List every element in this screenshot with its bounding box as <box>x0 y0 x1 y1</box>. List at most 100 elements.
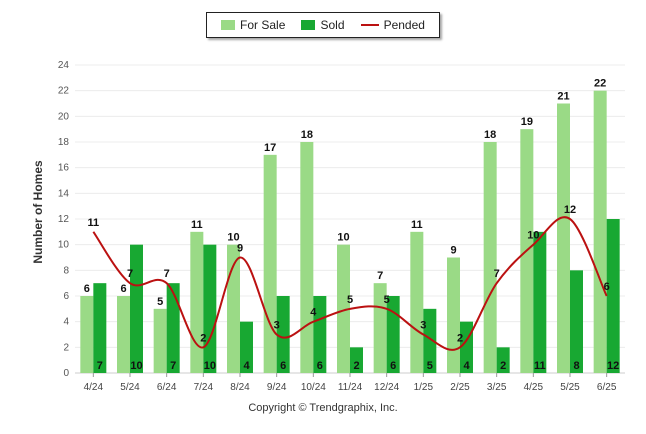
label-pended: 4 <box>310 307 317 319</box>
bar-for-sale <box>483 142 497 373</box>
y-axis-label: Number of Homes <box>31 160 45 264</box>
y-tick-label: 14 <box>58 188 70 199</box>
label-for-sale: 11 <box>191 219 203 231</box>
label-for-sale: 18 <box>484 129 496 141</box>
y-tick-label: 12 <box>58 214 70 225</box>
legend: For Sale Sold Pended <box>206 12 440 38</box>
bar-for-sale <box>227 244 240 373</box>
x-tick-label: 1/25 <box>414 382 434 393</box>
bar-for-sale <box>300 142 314 373</box>
x-tick-label: 8/24 <box>230 382 250 393</box>
label-sold: 7 <box>170 360 176 372</box>
label-sold: 5 <box>427 360 433 372</box>
x-tick-label: 10/24 <box>301 382 326 393</box>
bar-sold <box>276 296 290 373</box>
label-pended: 2 <box>200 332 206 344</box>
label-for-sale: 7 <box>377 270 383 282</box>
bar-for-sale <box>447 257 460 373</box>
bar-sold <box>166 283 180 373</box>
label-pended: 9 <box>237 243 243 255</box>
label-pended: 10 <box>527 230 539 242</box>
legend-label-pended: Pended <box>383 18 425 32</box>
label-sold: 2 <box>500 360 506 372</box>
y-tick-label: 6 <box>63 291 69 302</box>
label-pended: 2 <box>457 332 463 344</box>
label-pended: 12 <box>564 204 576 216</box>
x-tick-label: 4/24 <box>84 382 104 393</box>
y-tick-label: 8 <box>63 265 69 276</box>
x-tick-label: 4/25 <box>524 382 544 393</box>
legend-swatch-pended <box>360 24 379 26</box>
bars <box>80 90 620 374</box>
bar-for-sale <box>117 296 130 373</box>
bar-sold <box>130 244 143 373</box>
copyright-text: Copyright © Trendgraphix, Inc. <box>248 402 398 414</box>
y-tick-label: 20 <box>58 111 70 122</box>
bar-sold <box>606 219 620 373</box>
legend-item-sold[interactable]: Sold <box>301 18 345 32</box>
data-labels: 6761057111010417618610276115941821911218… <box>84 78 620 372</box>
y-tick-label: 10 <box>58 240 70 251</box>
label-sold: 8 <box>573 360 579 372</box>
bar-for-sale <box>373 283 387 373</box>
label-sold: 6 <box>317 360 323 372</box>
label-for-sale: 19 <box>521 116 533 128</box>
label-pended: 7 <box>494 268 500 280</box>
label-pended: 5 <box>384 294 390 306</box>
pended-line <box>92 216 608 351</box>
label-for-sale: 18 <box>301 129 313 141</box>
label-for-sale: 6 <box>84 283 90 295</box>
label-for-sale: 9 <box>450 245 456 257</box>
bar-sold <box>203 244 217 373</box>
label-for-sale: 6 <box>120 283 126 295</box>
bar-for-sale <box>190 231 204 373</box>
label-pended: 5 <box>347 294 353 306</box>
x-tick-label: 6/25 <box>597 382 617 393</box>
bar-sold <box>93 283 107 373</box>
y-tick-label: 18 <box>58 137 70 148</box>
bar-for-sale <box>153 308 167 373</box>
label-sold: 6 <box>390 360 396 372</box>
legend-item-for-sale[interactable]: For Sale <box>221 18 285 32</box>
label-sold: 7 <box>97 360 103 372</box>
label-pended: 7 <box>127 268 133 280</box>
bar-sold <box>423 308 437 373</box>
legend-swatch-sold <box>301 20 316 30</box>
label-for-sale: 11 <box>411 219 423 231</box>
x-tick-label: 5/24 <box>120 382 140 393</box>
label-sold: 4 <box>243 360 250 372</box>
bar-for-sale <box>410 231 424 373</box>
label-pended: 3 <box>274 320 280 332</box>
x-tick-label: 2/25 <box>450 382 470 393</box>
label-sold: 2 <box>353 360 359 372</box>
bar-sold <box>350 347 363 373</box>
legend-swatch-for-sale <box>221 20 236 30</box>
pended-line-path <box>92 216 608 351</box>
label-for-sale: 10 <box>337 232 349 244</box>
x-tick-label: 12/24 <box>374 382 399 393</box>
bar-for-sale <box>557 103 570 373</box>
bar-for-sale <box>80 296 94 373</box>
label-pended: 7 <box>164 268 170 280</box>
bar-sold <box>496 347 510 373</box>
label-sold: 10 <box>204 360 216 372</box>
label-sold: 4 <box>463 360 470 372</box>
bar-for-sale <box>337 244 350 373</box>
y-tick-label: 22 <box>58 86 70 97</box>
bar-for-sale <box>593 90 607 374</box>
label-for-sale: 17 <box>264 142 276 154</box>
label-pended: 3 <box>420 320 426 332</box>
label-for-sale: 21 <box>557 91 569 103</box>
label-for-sale: 5 <box>157 296 163 308</box>
bar-for-sale <box>263 154 277 373</box>
x-tick-labels: 4/24 5/24 6/24 7/24 8/24 9/24 10/24 11/24 12/24 1… <box>84 373 617 393</box>
label-pended: 6 <box>604 281 610 293</box>
x-tick-label: 11/24 <box>338 382 363 393</box>
label-sold: 11 <box>534 360 546 372</box>
y-tick-label: 0 <box>63 368 69 379</box>
bar-sold <box>313 296 327 373</box>
legend-item-pended[interactable]: Pended <box>360 18 425 32</box>
label-sold: 6 <box>280 360 286 372</box>
legend-label-sold: Sold <box>320 18 345 32</box>
